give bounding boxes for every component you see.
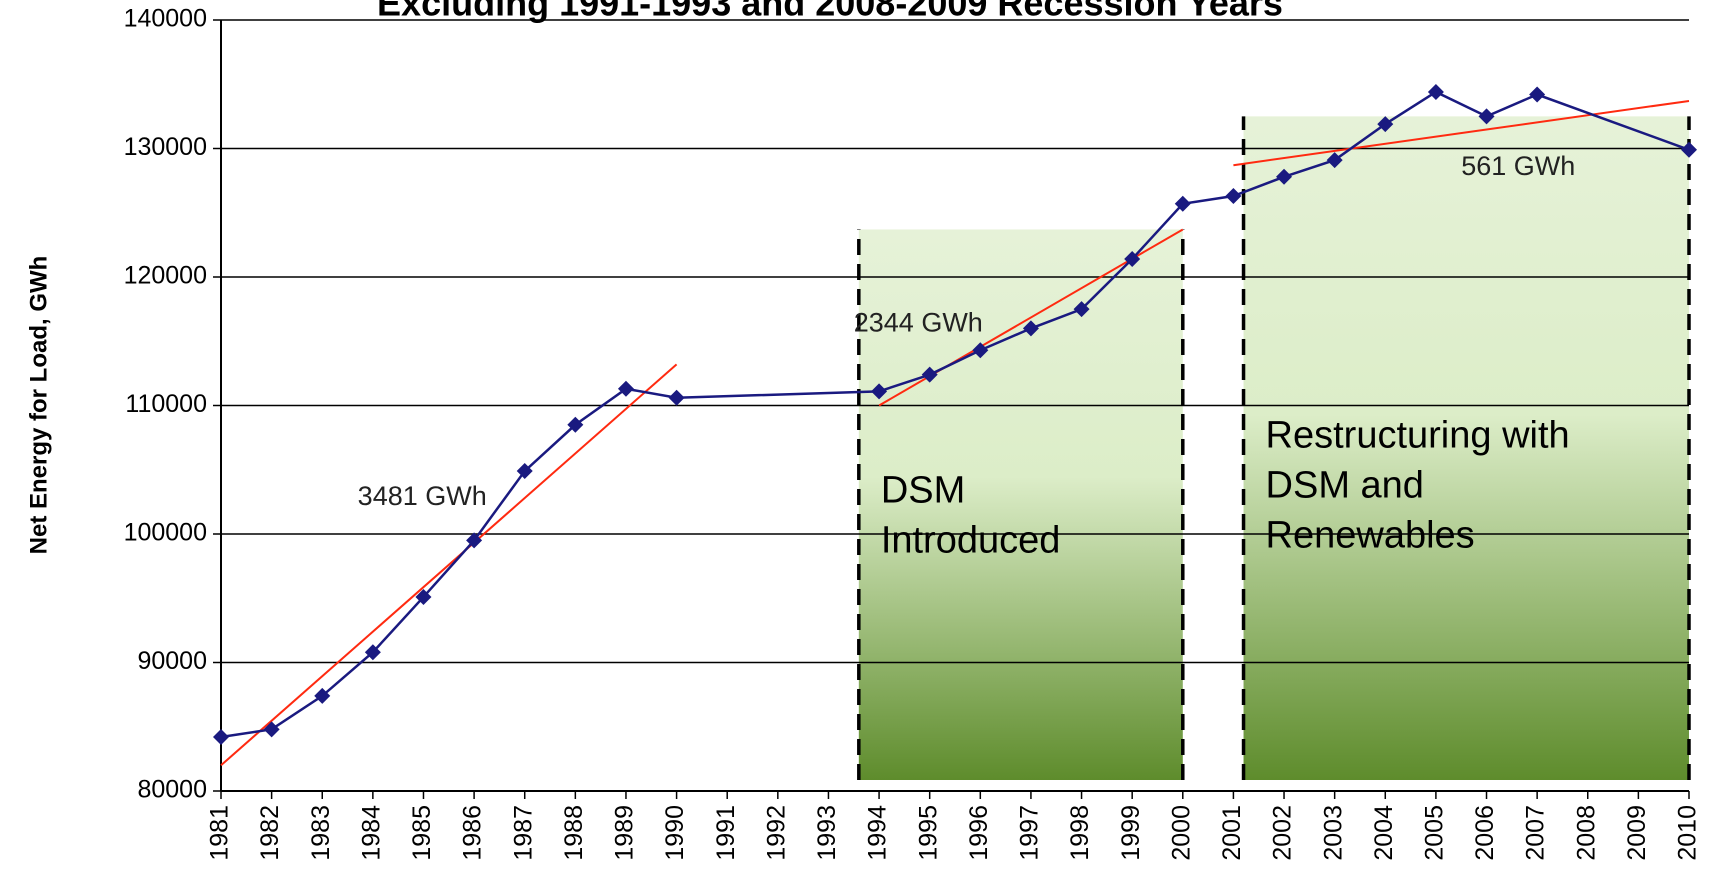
- x-tick-label: 2004: [1370, 805, 1398, 861]
- x-tick-label: 2005: [1421, 805, 1449, 861]
- data-point: [263, 721, 280, 738]
- y-axis-label: Net Energy for Load, GWh: [25, 256, 52, 555]
- data-point: [567, 416, 584, 433]
- x-tick-label: 2009: [1623, 805, 1651, 861]
- data-point: [1225, 188, 1242, 205]
- x-tick-label: 1985: [408, 805, 436, 861]
- data-point: [921, 366, 938, 383]
- annotation: 3481 GWh: [358, 481, 487, 511]
- y-tick-label: 120000: [124, 262, 207, 290]
- x-tick-label: 2008: [1572, 805, 1600, 861]
- trend-line: [1233, 99, 1690, 167]
- x-tick-label: 1984: [357, 805, 385, 861]
- data-point: [668, 389, 685, 406]
- x-tick-label: 1988: [560, 805, 588, 861]
- x-tick-label: 1992: [762, 805, 790, 861]
- y-tick-label: 110000: [125, 390, 207, 418]
- data-point: [617, 380, 634, 397]
- region: [858, 229, 1183, 780]
- x-tick-label: 1986: [459, 805, 487, 861]
- x-tick-label: 1983: [307, 805, 335, 861]
- region-label: Renewables: [1266, 515, 1475, 557]
- data-point: [1529, 86, 1546, 103]
- data-point: [1377, 116, 1394, 133]
- y-tick-label: 90000: [137, 647, 207, 675]
- x-tick-label: 2010: [1674, 805, 1702, 861]
- x-tick-label: 2007: [1522, 805, 1550, 861]
- data-point: [1326, 152, 1343, 169]
- chart-title: Excluding 1991-1993 and 2008-2009 Recess…: [377, 0, 1283, 24]
- x-tick-label: 1990: [661, 805, 689, 861]
- x-tick-label: 2003: [1319, 805, 1347, 861]
- data-point: [364, 644, 381, 661]
- x-tick-label: 1996: [965, 805, 993, 861]
- data-point: [415, 588, 432, 605]
- data-point: [1174, 195, 1191, 212]
- y-tick-label: 140000: [124, 5, 207, 33]
- data-point: [1124, 251, 1141, 268]
- x-tick-label: 1991: [712, 805, 740, 861]
- x-tick-label: 2002: [1269, 805, 1297, 861]
- region-label: Restructuring with: [1266, 415, 1570, 457]
- x-tick-label: 1994: [864, 805, 892, 861]
- x-tick-label: 1987: [509, 805, 537, 861]
- x-tick-label: 1995: [914, 805, 942, 861]
- region-label: DSM and: [1266, 465, 1424, 507]
- x-tick-label: 1982: [256, 805, 284, 861]
- x-tick-label: 1981: [206, 805, 234, 861]
- x-tick-label: 1989: [611, 805, 639, 861]
- trend-line: [220, 363, 678, 767]
- data-point: [466, 532, 483, 549]
- x-tick-label: 1998: [1066, 805, 1094, 861]
- data-point: [1022, 320, 1039, 337]
- data-point: [1681, 141, 1697, 158]
- y-tick-label: 100000: [124, 519, 207, 547]
- data-point: [516, 463, 533, 480]
- annotation: 561 GWh: [1461, 151, 1575, 181]
- data-point: [1478, 108, 1495, 125]
- data-point: [213, 729, 229, 746]
- y-tick-label: 80000: [137, 776, 207, 804]
- data-point: [972, 342, 989, 359]
- region-label: Introduced: [881, 520, 1061, 562]
- data-point: [1276, 168, 1293, 185]
- data-point: [871, 383, 888, 400]
- data-point: [314, 687, 331, 704]
- region-label: DSM: [881, 470, 965, 512]
- x-tick-label: 2000: [1167, 805, 1195, 861]
- x-tick-label: 1993: [813, 805, 841, 861]
- x-tick-label: 1999: [1117, 805, 1145, 861]
- data-point: [1427, 83, 1444, 100]
- data-point: [1073, 301, 1090, 318]
- x-tick-label: 1997: [1016, 805, 1044, 861]
- annotation: 2344 GWh: [854, 308, 983, 338]
- region: [1243, 116, 1689, 780]
- x-tick-label: 2001: [1218, 805, 1246, 861]
- y-tick-label: 130000: [124, 133, 207, 161]
- x-tick-label: 2006: [1471, 805, 1499, 861]
